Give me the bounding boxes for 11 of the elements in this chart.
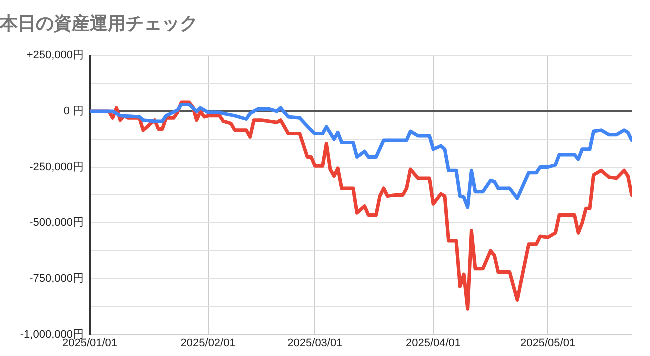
y-tick-label: +250,000円 [26,50,84,62]
y-tick-label: -250,000円 [30,161,84,174]
x-tick-label: 2025/01/01 [62,337,118,350]
y-tick-label: 0 円 [64,105,84,118]
x-tick-label: 2025/04/01 [406,337,462,350]
y-tick-label: -500,000円 [30,217,84,230]
x-tick-label: 2025/05/01 [520,337,576,350]
y-tick-label: -750,000円 [30,272,84,285]
x-tick-label: 2025/02/01 [180,337,236,350]
x-tick-label: 2025/03/01 [288,337,343,350]
chart-title: 本日の資産運用チェック [0,13,198,34]
